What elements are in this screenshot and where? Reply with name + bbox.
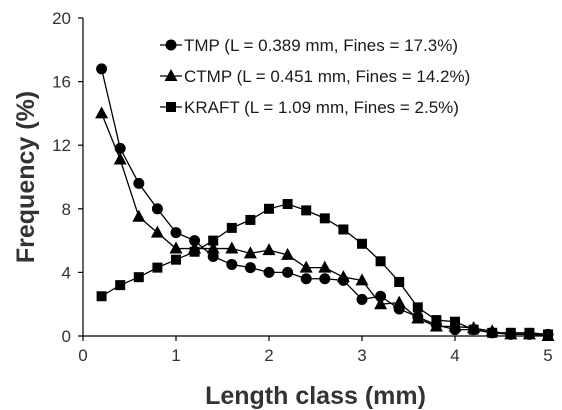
data-point-kraft [450, 316, 460, 327]
data-point-tmp [151, 203, 163, 215]
data-point-tmp [244, 262, 256, 274]
data-point-kraft [133, 272, 144, 283]
data-point-kraft [394, 276, 405, 287]
x-tick-label: 5 [543, 346, 552, 365]
y-axis-title: Frequency (%) [12, 91, 40, 263]
data-point-ctmp [225, 241, 239, 254]
data-point-ctmp [262, 243, 276, 256]
legend-label-kraft: KRAFT (L = 1.09 mm, Fines = 2.5%) [184, 98, 459, 117]
data-point-ctmp [355, 273, 369, 286]
data-point-tmp [300, 273, 312, 285]
data-point-kraft [264, 203, 274, 214]
data-point-tmp [96, 63, 108, 75]
x-ticks: 0 1 2 3 4 5 [78, 336, 553, 365]
data-point-tmp [356, 293, 368, 305]
data-point-kraft [543, 329, 553, 340]
y-tick-label: 0 [62, 327, 71, 346]
data-point-ctmp [150, 225, 164, 238]
data-point-kraft [282, 199, 293, 210]
data-point-kraft [468, 324, 479, 335]
y-ticks: 0 4 8 12 16 20 [52, 9, 83, 346]
y-tick-label: 20 [52, 9, 71, 28]
data-point-ctmp [299, 260, 313, 273]
x-tick-label: 2 [264, 346, 273, 365]
legend-marker-tmp [165, 39, 177, 51]
data-point-tmp [133, 177, 145, 189]
x-tick-label: 3 [357, 346, 366, 365]
data-point-ctmp [113, 152, 127, 165]
data-point-kraft [208, 235, 219, 246]
series-kraft [96, 199, 553, 340]
x-tick-label: 0 [78, 346, 87, 365]
data-point-tmp [170, 227, 182, 239]
x-tick-label: 1 [171, 346, 180, 365]
legend-item-kraft: KRAFT (L = 1.09 mm, Fines = 2.5%) [160, 98, 459, 117]
legend-marker-kraft [166, 102, 176, 112]
data-point-ctmp [429, 319, 443, 332]
series-line-ctmp [100, 113, 549, 337]
data-point-kraft [96, 291, 107, 302]
data-point-tmp [375, 290, 387, 302]
data-point-kraft [524, 327, 535, 338]
data-point-kraft [226, 222, 237, 233]
legend-label-ctmp: CTMP (L = 0.451 mm, Fines = 14.2%) [184, 67, 470, 86]
data-point-kraft [189, 246, 200, 257]
y-tick-label: 4 [62, 263, 71, 282]
data-point-ctmp [392, 295, 406, 308]
data-point-kraft [319, 213, 330, 224]
y-tick-label: 16 [52, 73, 71, 92]
data-point-tmp [207, 251, 219, 262]
data-point-tmp [319, 273, 331, 285]
legend: TMP (L = 0.389 mm, Fines = 17.3%) CTMP (L… [160, 36, 470, 117]
data-point-kraft [375, 256, 386, 267]
data-point-kraft [505, 327, 516, 338]
data-point-kraft [115, 280, 126, 291]
data-point-kraft [338, 224, 349, 235]
x-tick-label: 4 [450, 346, 459, 365]
data-point-kraft [357, 238, 367, 249]
data-point-kraft [412, 302, 423, 313]
data-point-kraft [301, 205, 312, 216]
data-point-ctmp [318, 260, 332, 273]
y-tick-label: 12 [52, 136, 71, 155]
data-point-tmp [263, 266, 275, 278]
data-point-tmp [282, 266, 294, 278]
data-point-ctmp [206, 241, 220, 254]
series-ctmp [95, 106, 555, 341]
legend-label-tmp: TMP (L = 0.389 mm, Fines = 17.3%) [184, 36, 458, 55]
data-point-ctmp [95, 106, 109, 119]
legend-item-tmp: TMP (L = 0.389 mm, Fines = 17.3%) [160, 36, 458, 55]
data-point-ctmp [132, 209, 146, 222]
data-point-kraft [431, 315, 442, 326]
data-point-tmp [226, 258, 238, 270]
data-point-ctmp [411, 311, 425, 324]
legend-marker-ctmp [164, 69, 178, 81]
data-point-tmp [189, 235, 201, 247]
data-point-ctmp [374, 297, 388, 310]
series-layer [95, 63, 555, 341]
data-point-ctmp [169, 241, 183, 254]
data-point-kraft [152, 262, 163, 273]
data-point-kraft [171, 254, 181, 265]
data-point-ctmp [243, 246, 257, 259]
data-point-kraft [487, 327, 498, 338]
y-tick-label: 8 [62, 200, 71, 219]
data-point-ctmp [281, 247, 295, 260]
data-point-ctmp [336, 270, 350, 283]
legend-item-ctmp: CTMP (L = 0.451 mm, Fines = 14.2%) [160, 67, 470, 86]
x-axis-title: Length class (mm) [205, 382, 426, 410]
data-point-kraft [245, 214, 256, 225]
